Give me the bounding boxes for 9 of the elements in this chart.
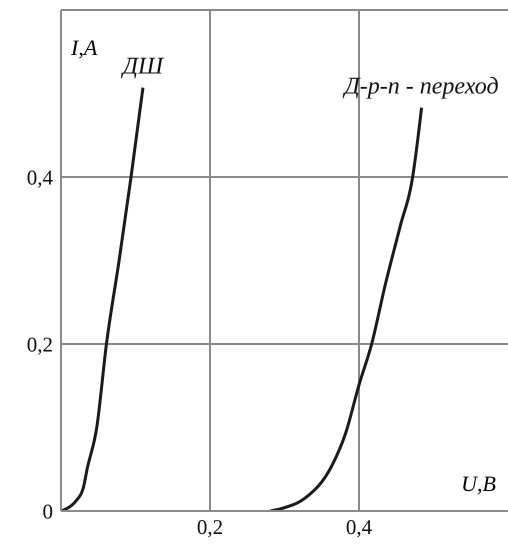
series-label: ДШ — [120, 54, 166, 80]
line-series — [268, 106, 424, 511]
y-tick-label: 0 — [42, 499, 53, 524]
line-series — [61, 86, 144, 511]
x-axis-title: U,B — [461, 471, 496, 497]
series-label: Д-р-n - переход — [342, 74, 499, 100]
y-axis-title: I,A — [71, 35, 98, 61]
y-tick-label: 0,4 — [26, 165, 54, 190]
y-tick-label: 0,2 — [26, 332, 53, 356]
